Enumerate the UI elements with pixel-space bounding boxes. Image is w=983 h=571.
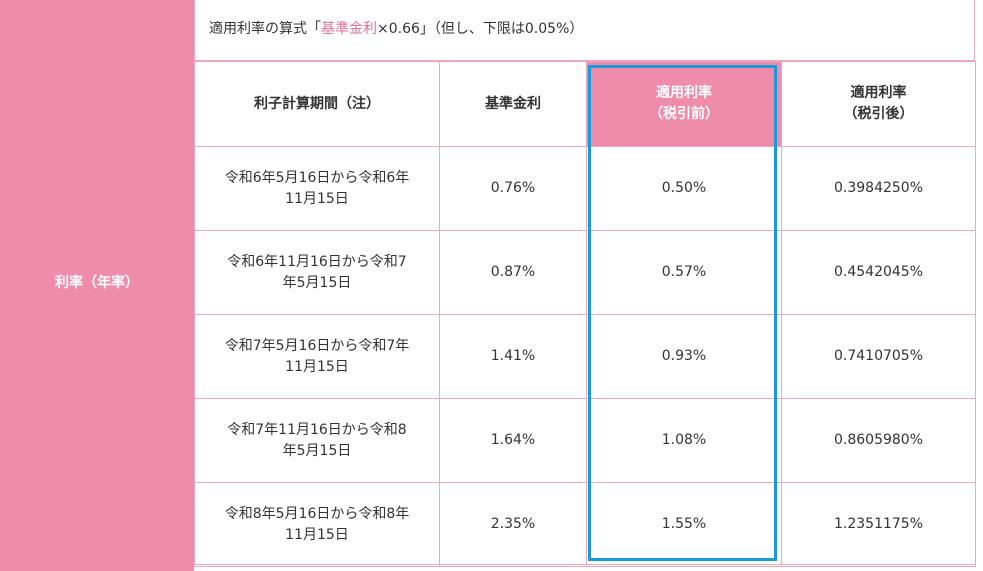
period-cell: 令和7年5月16日から令和7年 11月15日	[194, 314, 440, 399]
row-header-interest-rate: 利率（年率）	[0, 0, 194, 564]
post-tax-rate-cell: 0.3984250%	[781, 146, 976, 231]
table-row: 令和6年11月16日から令和7 年5月15日 0.87% 0.57% 0.4542…	[194, 230, 976, 315]
formula-suffix: ×0.66」（但し、下限は0.05%）	[377, 21, 584, 37]
post-tax-rate-cell: 0.4542045%	[781, 230, 976, 315]
formula-accent-term: 基準金利	[321, 21, 377, 37]
period-cell: 令和6年11月16日から令和7 年5月15日	[194, 230, 440, 315]
pre-tax-rate-cell: 1.55%	[586, 482, 782, 567]
header-base-rate: 基準金利	[439, 61, 587, 147]
post-tax-rate-cell: 0.8605980%	[781, 398, 976, 483]
pre-tax-rate-cell: 0.93%	[586, 314, 782, 399]
post-tax-rate-cell: 0.7410705%	[781, 314, 976, 399]
table-header-row: 利子計算期間（注） 基準金利 適用利率 （税引前） 適用利率 （税引後）	[194, 61, 976, 147]
pre-tax-rate-cell: 0.50%	[586, 146, 782, 231]
base-rate-cell: 0.76%	[439, 146, 587, 231]
table-row: 令和7年11月16日から令和8 年5月15日 1.64% 1.08% 0.8605…	[194, 398, 976, 483]
base-rate-cell: 2.35%	[439, 482, 587, 567]
table-bottom-border	[194, 564, 975, 565]
formula-text: 適用利率の算式「 基準金利 ×0.66」（但し、下限は0.05%）	[194, 0, 975, 61]
header-period: 利子計算期間（注）	[194, 61, 440, 147]
pre-tax-rate-cell: 1.08%	[586, 398, 782, 483]
table-row: 令和8年5月16日から令和8年 11月15日 2.35% 1.55% 1.2351…	[194, 482, 976, 567]
period-cell: 令和6年5月16日から令和6年 11月15日	[194, 146, 440, 231]
formula-prefix: 適用利率の算式「	[209, 21, 321, 37]
base-rate-cell: 1.64%	[439, 398, 587, 483]
base-rate-cell: 0.87%	[439, 230, 587, 315]
pre-tax-rate-cell: 0.57%	[586, 230, 782, 315]
base-rate-cell: 1.41%	[439, 314, 587, 399]
row-header-label: 利率（年率）	[55, 275, 139, 291]
rate-table: 利子計算期間（注） 基準金利 適用利率 （税引前） 適用利率 （税引後） 令和6年5…	[194, 61, 976, 567]
table-row: 令和6年5月16日から令和6年 11月15日 0.76% 0.50% 0.3984…	[194, 146, 976, 231]
table-row: 令和7年5月16日から令和7年 11月15日 1.41% 0.93% 0.7410…	[194, 314, 976, 399]
row-header-next-strip	[0, 564, 194, 571]
period-cell: 令和8年5月16日から令和8年 11月15日	[194, 482, 440, 567]
header-pre-tax-rate: 適用利率 （税引前）	[586, 61, 782, 147]
period-cell: 令和7年11月16日から令和8 年5月15日	[194, 398, 440, 483]
post-tax-rate-cell: 1.2351175%	[781, 482, 976, 567]
header-post-tax-rate: 適用利率 （税引後）	[781, 61, 976, 147]
